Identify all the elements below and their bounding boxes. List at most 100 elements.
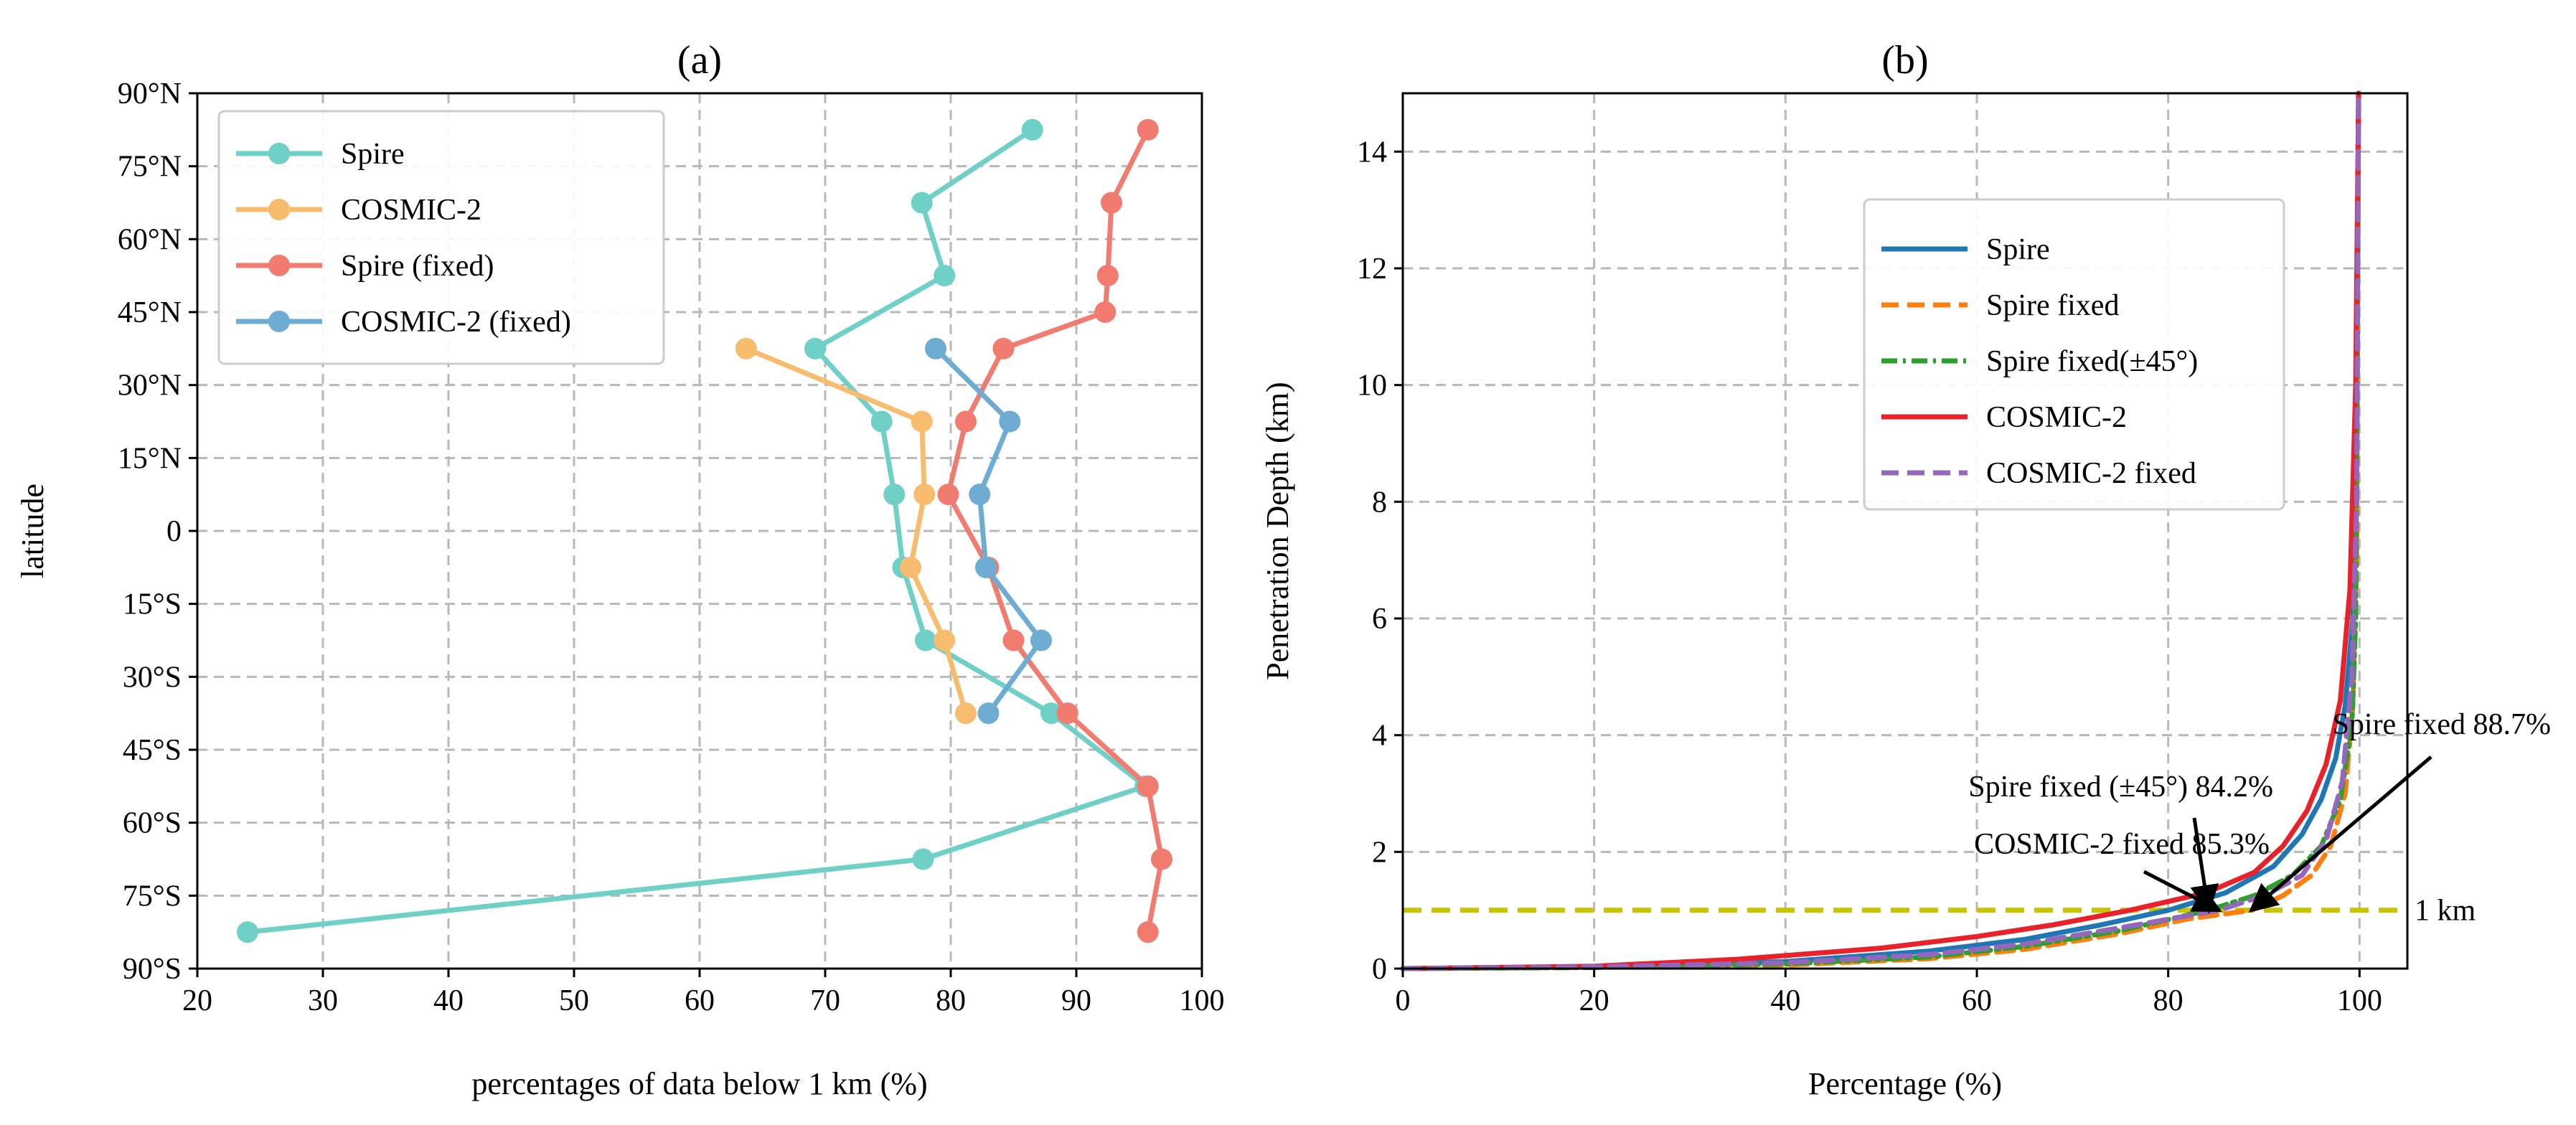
- legend-marker-3: [268, 311, 290, 332]
- legend-marker-2: [268, 255, 290, 276]
- y-tick-label: 45°N: [118, 296, 182, 329]
- y-tick-label: 0: [1372, 953, 1387, 986]
- y-tick-label: 60°S: [123, 807, 182, 840]
- data-point: [1137, 118, 1159, 141]
- y-tick-label: 8: [1372, 486, 1387, 519]
- x-tick-label: 30: [308, 984, 338, 1017]
- data-point: [1151, 848, 1172, 870]
- legend-marker-0: [268, 143, 290, 164]
- legend-box: [1863, 198, 2285, 511]
- legend-label-2: Spire (fixed): [341, 250, 494, 283]
- legend-label-0: Spire: [1986, 233, 2050, 266]
- y-tick-label: 30°N: [118, 369, 182, 403]
- y-tick-label: 12: [1357, 253, 1387, 286]
- data-point: [999, 410, 1021, 433]
- y-tick-label: 10: [1357, 369, 1387, 403]
- series-line-1: [743, 346, 969, 716]
- y-axis-label: Penetration Depth (km): [1260, 382, 1295, 679]
- data-point: [911, 192, 933, 214]
- x-tick-label: 90: [1061, 984, 1091, 1017]
- x-tick-label: 50: [559, 984, 589, 1017]
- annotation-label: COSMIC-2 fixed 85.3%: [1974, 828, 2270, 861]
- data-point: [992, 337, 1015, 359]
- annotation-arrow: [2143, 870, 2222, 912]
- y-tick-label: 30°S: [123, 661, 182, 694]
- y-axis-label: latitude: [15, 484, 50, 578]
- y-tick-label: 15°S: [123, 588, 182, 621]
- legend-label-0: Spire: [341, 138, 405, 171]
- x-tick-label: 40: [433, 984, 464, 1017]
- data-point: [883, 484, 906, 506]
- legend-label-1: COSMIC-2: [341, 194, 481, 227]
- data-point: [1056, 702, 1078, 725]
- data-point: [915, 629, 936, 651]
- x-tick-label: 80: [936, 984, 966, 1017]
- series-line-3: [933, 346, 1044, 716]
- chart-title: (a): [677, 38, 722, 83]
- legend-marker-1: [268, 199, 290, 220]
- chart-title: (b): [1881, 38, 1928, 83]
- data-point: [1137, 921, 1159, 943]
- data-point: [237, 921, 258, 943]
- y-tick-label: 90°S: [123, 953, 182, 986]
- y-tick-label: 75°N: [118, 151, 182, 184]
- data-point: [911, 410, 933, 433]
- data-point: [735, 337, 757, 359]
- y-tick-label: 45°S: [123, 734, 182, 767]
- x-tick-label: 60: [685, 984, 715, 1017]
- data-point: [870, 410, 893, 433]
- data-point: [1002, 629, 1025, 651]
- x-tick-label: 60: [1962, 984, 1992, 1017]
- data-point: [975, 556, 997, 578]
- series-line-0: [245, 127, 1148, 935]
- x-tick-label: 0: [1396, 984, 1411, 1017]
- y-tick-label: 60°N: [118, 223, 182, 256]
- data-point: [1101, 192, 1122, 214]
- legend-label-3: COSMIC-2 (fixed): [341, 306, 571, 339]
- data-point: [955, 702, 977, 725]
- data-point: [977, 702, 1000, 725]
- y-tick-label: 90°N: [118, 77, 182, 110]
- x-tick-label: 80: [2153, 984, 2184, 1017]
- data-point: [1137, 775, 1159, 797]
- y-tick-label: 75°S: [123, 880, 182, 913]
- plot-frame: [1401, 92, 2409, 970]
- annotation-label: Spire fixed 88.7%: [2333, 708, 2551, 741]
- series-line-3: [1400, 90, 2361, 971]
- data-point: [934, 629, 956, 651]
- data-point: [804, 337, 826, 359]
- data-point: [1094, 301, 1117, 323]
- x-tick-label: 20: [182, 984, 212, 1017]
- legend-label-4: COSMIC-2 fixed: [1986, 457, 2196, 490]
- data-point: [969, 484, 991, 506]
- y-tick-label: 4: [1372, 720, 1387, 753]
- x-tick-label: 20: [1579, 984, 1609, 1017]
- panel-b: (b) 1 km Spire fixed 88.7% Spire fixed (±45…: [1260, 38, 2551, 1101]
- legend-label-1: Spire fixed: [1986, 289, 2119, 322]
- x-axis-label: percentages of data below 1 km (%): [471, 1066, 927, 1101]
- data-point: [925, 337, 946, 359]
- y-tick-label: 14: [1357, 136, 1387, 169]
- panel-a: (a) 20 30 40 50 60 70 80 90 100 90°N 75°N 60°N 45°N 30…: [15, 38, 1225, 1101]
- data-point: [1096, 265, 1119, 287]
- x-tick-label: 40: [1770, 984, 1800, 1017]
- x-tick-label: 100: [2337, 984, 2382, 1017]
- x-tick-label: 100: [1180, 984, 1225, 1017]
- x-axis-label: Percentage (%): [1808, 1066, 2002, 1101]
- x-tick-label: 70: [810, 984, 840, 1017]
- y-tick-label: 2: [1372, 836, 1387, 869]
- data-point: [955, 410, 977, 433]
- y-tick-label: 6: [1372, 603, 1387, 636]
- legend-label-3: COSMIC-2: [1986, 401, 2127, 434]
- data-point: [1030, 629, 1052, 651]
- series-line-4: [1400, 90, 2361, 971]
- y-tick-label: 0: [166, 515, 182, 548]
- data-point: [1040, 702, 1062, 725]
- data-point: [934, 265, 956, 287]
- data-point: [1021, 118, 1043, 141]
- data-point: [900, 556, 921, 578]
- reference-line-label: 1 km: [2415, 895, 2476, 928]
- data-point: [913, 484, 936, 506]
- annotation-arrow: [2248, 756, 2432, 913]
